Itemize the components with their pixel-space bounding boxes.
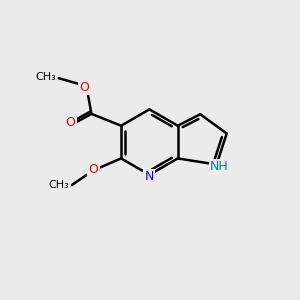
Text: O: O: [66, 116, 76, 129]
Text: O: O: [80, 81, 89, 94]
Text: CH₃: CH₃: [49, 180, 70, 190]
Text: CH₃: CH₃: [35, 72, 56, 82]
Text: O: O: [88, 163, 98, 176]
Text: N: N: [145, 170, 154, 183]
Text: NH: NH: [210, 160, 229, 173]
